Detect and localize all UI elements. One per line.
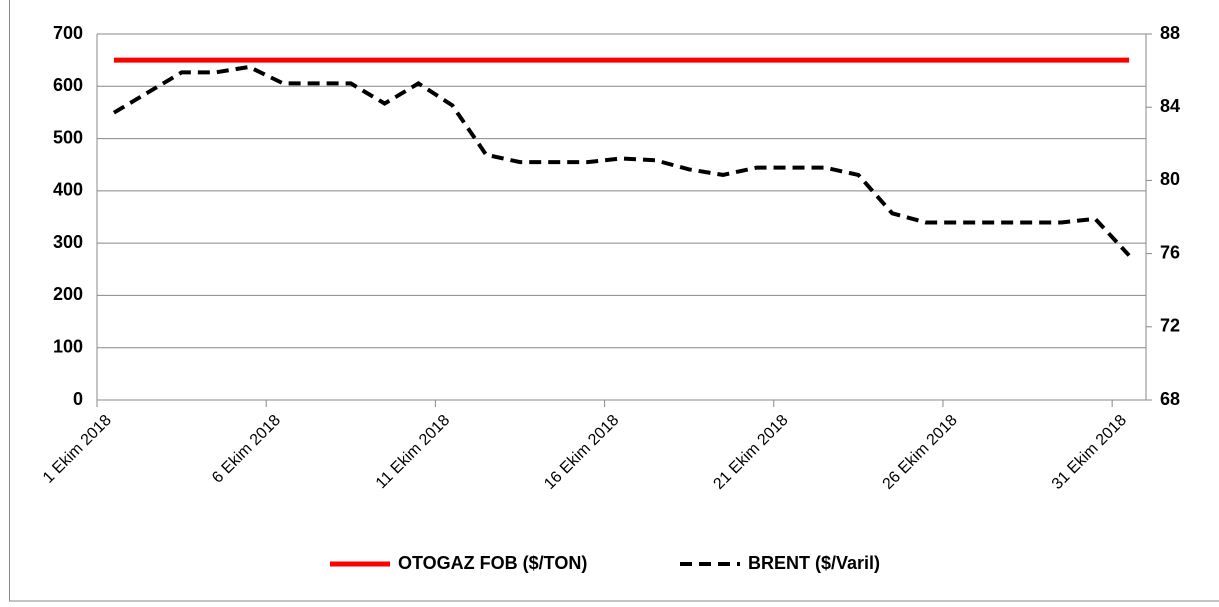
y-tick-label: 100	[53, 336, 83, 356]
x-tick-label: 11 Ekim 2018	[373, 412, 453, 492]
y2-tick-label: 88	[1160, 23, 1180, 43]
chart-border	[10, 0, 1219, 601]
y2-tick-label: 80	[1160, 169, 1180, 189]
x-tick-label: 21 Ekim 2018	[710, 412, 791, 493]
data-line	[114, 67, 1129, 255]
y-tick-label: 200	[53, 284, 83, 304]
y-tick-label: 400	[53, 180, 83, 200]
y2-tick-label: 72	[1160, 316, 1180, 336]
y2-tick-label: 76	[1160, 242, 1180, 262]
x-tick-label: 26 Ekim 2018	[880, 412, 961, 493]
legend-label: BRENT ($/Varil)	[748, 553, 880, 573]
x-tick-label: 31 Ekim 2018	[1049, 412, 1130, 493]
x-tick-label: 1 Ekim 2018	[40, 412, 115, 487]
y-tick-label: 600	[53, 75, 83, 95]
y2-tick-label: 68	[1160, 389, 1180, 409]
x-tick-label: 16 Ekim 2018	[541, 412, 622, 493]
legend-label: OTOGAZ FOB ($/TON)	[398, 553, 587, 573]
y-tick-label: 0	[73, 389, 83, 409]
y-tick-label: 700	[53, 23, 83, 43]
x-tick-label: 6 Ekim 2018	[209, 412, 284, 487]
y-tick-label: 300	[53, 232, 83, 252]
y-tick-label: 500	[53, 127, 83, 147]
y2-tick-label: 84	[1160, 96, 1180, 116]
